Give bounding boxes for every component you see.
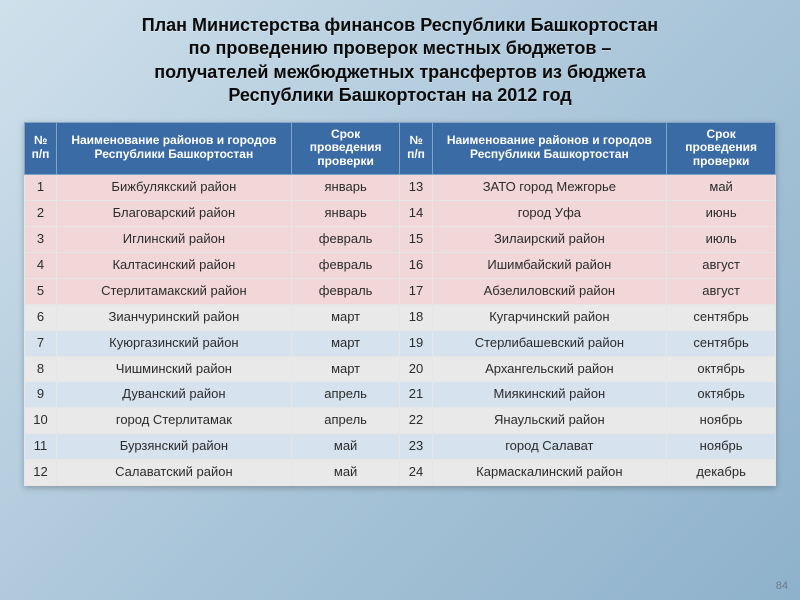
cell-num-right: 23 <box>400 434 432 460</box>
cell-name-right: ЗАТО город Межгорье <box>432 174 667 200</box>
cell-month-right: ноябрь <box>667 434 776 460</box>
cell-name-right: Архангельский район <box>432 356 667 382</box>
cell-month-left: апрель <box>291 382 400 408</box>
table-row: 4Калтасинский районфевраль16Ишимбайский … <box>25 252 776 278</box>
cell-name-right: Зилаирский район <box>432 226 667 252</box>
col-header-num-left: № п/п <box>25 122 57 174</box>
cell-name-left: Калтасинский район <box>57 252 292 278</box>
cell-month-left: март <box>291 330 400 356</box>
cell-num-left: 3 <box>25 226 57 252</box>
cell-month-left: апрель <box>291 408 400 434</box>
cell-num-left: 12 <box>25 460 57 486</box>
cell-month-right: сентябрь <box>667 330 776 356</box>
cell-month-left: январь <box>291 200 400 226</box>
cell-name-left: Зианчуринский район <box>57 304 292 330</box>
table-row: 5Стерлитамакский районфевраль17Абзелилов… <box>25 278 776 304</box>
cell-name-left: Бижбулякский район <box>57 174 292 200</box>
table-row: 1Бижбулякский районянварь13ЗАТО город Ме… <box>25 174 776 200</box>
cell-name-right: Миякинский район <box>432 382 667 408</box>
cell-name-right: Кугарчинский район <box>432 304 667 330</box>
cell-month-right: сентябрь <box>667 304 776 330</box>
col-header-name-right: Наименование районов и городов Республик… <box>432 122 667 174</box>
cell-name-left: Салаватский район <box>57 460 292 486</box>
slide-title: План Министерства финансов Республики Ба… <box>24 14 776 108</box>
cell-num-right: 15 <box>400 226 432 252</box>
table-row: 3Иглинский районфевраль15Зилаирский райо… <box>25 226 776 252</box>
cell-num-left: 8 <box>25 356 57 382</box>
cell-name-left: Чишминский район <box>57 356 292 382</box>
cell-month-left: март <box>291 304 400 330</box>
cell-month-right: декабрь <box>667 460 776 486</box>
table-row: 8Чишминский районмарт20Архангельский рай… <box>25 356 776 382</box>
cell-num-left: 11 <box>25 434 57 460</box>
cell-num-right: 16 <box>400 252 432 278</box>
cell-num-right: 17 <box>400 278 432 304</box>
title-line-1: План Министерства финансов Республики Ба… <box>142 15 658 35</box>
cell-month-right: август <box>667 278 776 304</box>
title-line-3: получателей межбюджетных трансфертов из … <box>154 62 646 82</box>
table-row: 7Куюргазинский районмарт19Стерлибашевски… <box>25 330 776 356</box>
cell-num-right: 21 <box>400 382 432 408</box>
cell-name-right: Кармаскалинский район <box>432 460 667 486</box>
cell-num-left: 1 <box>25 174 57 200</box>
cell-num-right: 20 <box>400 356 432 382</box>
table-row: 11Бурзянский районмай23город Салаватнояб… <box>25 434 776 460</box>
cell-month-left: февраль <box>291 226 400 252</box>
cell-num-right: 13 <box>400 174 432 200</box>
cell-month-left: февраль <box>291 278 400 304</box>
cell-name-right: Стерлибашевский район <box>432 330 667 356</box>
cell-num-right: 19 <box>400 330 432 356</box>
cell-num-left: 7 <box>25 330 57 356</box>
cell-month-right: август <box>667 252 776 278</box>
cell-month-right: октябрь <box>667 382 776 408</box>
cell-num-left: 2 <box>25 200 57 226</box>
col-header-num-right: № п/п <box>400 122 432 174</box>
cell-month-right: июнь <box>667 200 776 226</box>
cell-name-left: Иглинский район <box>57 226 292 252</box>
cell-month-right: октябрь <box>667 356 776 382</box>
cell-num-left: 6 <box>25 304 57 330</box>
cell-month-right: май <box>667 174 776 200</box>
cell-month-right: июль <box>667 226 776 252</box>
table-row: 9Дуванский районапрель21Миякинский район… <box>25 382 776 408</box>
page-number: 84 <box>776 580 788 592</box>
table-row: 10город Стерлитамакапрель22Янаульский ра… <box>25 408 776 434</box>
cell-num-left: 4 <box>25 252 57 278</box>
cell-num-left: 9 <box>25 382 57 408</box>
cell-num-right: 18 <box>400 304 432 330</box>
cell-name-right: город Уфа <box>432 200 667 226</box>
table-header-row: № п/п Наименование районов и городов Рес… <box>25 122 776 174</box>
cell-name-left: Дуванский район <box>57 382 292 408</box>
title-line-2: по проведению проверок местных бюджетов … <box>189 38 612 58</box>
cell-name-left: Благоварский район <box>57 200 292 226</box>
cell-num-left: 10 <box>25 408 57 434</box>
cell-num-right: 24 <box>400 460 432 486</box>
audit-plan-table: № п/п Наименование районов и городов Рес… <box>24 122 776 487</box>
table-row: 2Благоварский районянварь14город Уфаиюнь <box>25 200 776 226</box>
cell-name-left: Куюргазинский район <box>57 330 292 356</box>
col-header-month-right: Срок проведения проверки <box>667 122 776 174</box>
cell-name-right: Абзелиловский район <box>432 278 667 304</box>
col-header-month-left: Срок проведения проверки <box>291 122 400 174</box>
cell-num-right: 14 <box>400 200 432 226</box>
cell-month-right: ноябрь <box>667 408 776 434</box>
cell-num-right: 22 <box>400 408 432 434</box>
cell-month-left: май <box>291 460 400 486</box>
cell-name-left: город Стерлитамак <box>57 408 292 434</box>
cell-name-right: Янаульский район <box>432 408 667 434</box>
cell-name-left: Стерлитамакский район <box>57 278 292 304</box>
table-row: 6Зианчуринский районмарт18Кугарчинский р… <box>25 304 776 330</box>
cell-name-left: Бурзянский район <box>57 434 292 460</box>
col-header-name-left: Наименование районов и городов Республик… <box>57 122 292 174</box>
cell-name-right: город Салават <box>432 434 667 460</box>
cell-month-left: февраль <box>291 252 400 278</box>
cell-month-left: май <box>291 434 400 460</box>
cell-month-left: январь <box>291 174 400 200</box>
table-row: 12Салаватский районмай24Кармаскалинский … <box>25 460 776 486</box>
cell-num-left: 5 <box>25 278 57 304</box>
cell-name-right: Ишимбайский район <box>432 252 667 278</box>
title-line-4: Республики Башкортостан на 2012 год <box>228 85 571 105</box>
cell-month-left: март <box>291 356 400 382</box>
